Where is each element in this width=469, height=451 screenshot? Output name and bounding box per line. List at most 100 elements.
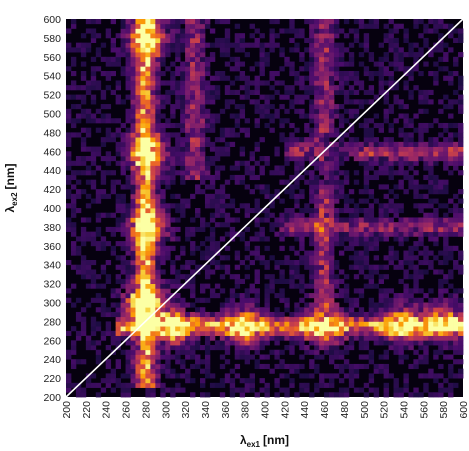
heatmap-cell xyxy=(274,354,280,360)
heatmap-cell xyxy=(244,170,251,176)
heatmap-cell xyxy=(140,47,146,53)
heatmap-cell xyxy=(165,42,171,48)
heatmap-cell xyxy=(264,302,270,308)
heatmap-cell xyxy=(199,241,206,247)
heatmap-cell xyxy=(155,382,161,388)
heatmap-cell xyxy=(343,293,350,299)
heatmap-cell xyxy=(190,226,196,233)
heatmap-cell xyxy=(120,146,126,152)
heatmap-cell xyxy=(443,66,449,72)
heatmap-cell xyxy=(135,80,141,86)
heatmap-cell xyxy=(66,373,72,379)
heatmap-cell xyxy=(413,392,419,398)
heatmap-cell xyxy=(190,170,196,176)
heatmap-cell xyxy=(314,302,320,308)
heatmap-cell xyxy=(234,335,241,341)
heatmap-cell xyxy=(244,293,251,299)
heatmap-cell xyxy=(343,349,350,355)
heatmap-cell xyxy=(224,311,231,318)
heatmap-cell xyxy=(418,241,424,247)
heatmap-cell xyxy=(120,160,126,166)
heatmap-cell xyxy=(304,330,310,336)
heatmap-cell xyxy=(274,382,280,388)
heatmap-cell xyxy=(85,89,92,95)
heatmap-cell xyxy=(100,245,107,251)
heatmap-cell xyxy=(274,113,280,119)
heatmap-cell xyxy=(289,104,295,110)
heatmap-cell xyxy=(150,378,156,384)
heatmap-cell xyxy=(388,75,394,81)
heatmap-cell xyxy=(448,80,454,86)
heatmap-cell xyxy=(150,113,156,119)
heatmap-cell xyxy=(413,66,419,72)
heatmap-cell xyxy=(135,66,141,72)
heatmap-cell xyxy=(199,42,206,48)
heatmap-cell xyxy=(204,193,211,199)
heatmap-cell xyxy=(294,236,300,242)
heatmap-cell xyxy=(190,241,196,247)
heatmap-cell xyxy=(209,241,216,247)
heatmap-cell xyxy=(259,340,265,346)
heatmap-cell xyxy=(214,198,221,204)
heatmap-cell xyxy=(214,151,221,157)
heatmap-cell xyxy=(348,89,355,95)
heatmap-cell xyxy=(358,122,365,129)
heatmap-cell xyxy=(338,85,345,91)
heatmap-cell xyxy=(338,288,345,294)
heatmap-cell xyxy=(219,132,226,138)
heatmap-cell xyxy=(284,345,290,351)
heatmap-cell xyxy=(130,255,136,261)
heatmap-cell xyxy=(85,259,92,266)
heatmap-cell xyxy=(413,269,419,275)
heatmap-cell xyxy=(423,340,429,346)
heatmap-cell xyxy=(388,108,394,114)
heatmap-cell xyxy=(85,80,92,86)
heatmap-cell xyxy=(403,80,409,86)
heatmap-cell xyxy=(358,208,365,214)
heatmap-cell xyxy=(363,146,370,152)
heatmap-cell xyxy=(423,108,429,114)
heatmap-cell xyxy=(150,387,156,393)
heatmap-cell xyxy=(180,250,186,256)
heatmap-cell xyxy=(249,89,255,95)
heatmap-cell xyxy=(100,335,107,341)
heatmap-cell xyxy=(348,141,355,147)
heatmap-cell xyxy=(95,321,102,327)
heatmap-cell xyxy=(294,330,300,336)
heatmap-cell xyxy=(239,94,246,100)
heatmap-cell xyxy=(214,42,221,48)
heatmap-cell xyxy=(95,217,102,223)
heatmap-cell xyxy=(135,189,141,195)
heatmap-cell xyxy=(199,217,206,223)
heatmap-cell xyxy=(190,283,196,289)
heatmap-cell xyxy=(95,165,102,171)
heatmap-cell xyxy=(160,217,166,223)
heatmap-cell xyxy=(348,226,355,233)
heatmap-cell xyxy=(269,70,275,77)
heatmap-cell xyxy=(115,198,121,204)
heatmap-cell xyxy=(185,335,191,341)
heatmap-cell xyxy=(443,250,449,256)
heatmap-cell xyxy=(353,80,360,86)
heatmap-cell xyxy=(195,335,201,341)
heatmap-cell xyxy=(348,382,355,388)
heatmap-cell xyxy=(214,264,221,270)
heatmap-cell xyxy=(165,326,171,332)
heatmap-cell xyxy=(314,368,320,374)
heatmap-cell xyxy=(214,118,221,124)
heatmap-cell xyxy=(433,189,439,195)
heatmap-cell xyxy=(155,293,161,299)
heatmap-cell xyxy=(90,19,97,25)
heatmap-cell xyxy=(130,373,136,379)
heatmap-cell xyxy=(343,61,350,67)
heatmap-cell xyxy=(175,373,181,379)
heatmap-cell xyxy=(214,259,221,266)
heatmap-cell xyxy=(180,326,186,332)
heatmap-cell xyxy=(284,156,290,162)
heatmap-cell xyxy=(314,56,320,62)
heatmap-cell xyxy=(160,330,166,336)
heatmap-cell xyxy=(229,316,236,322)
heatmap-cell xyxy=(244,245,251,251)
heatmap-cell xyxy=(398,47,404,53)
heatmap-cell xyxy=(333,222,340,228)
